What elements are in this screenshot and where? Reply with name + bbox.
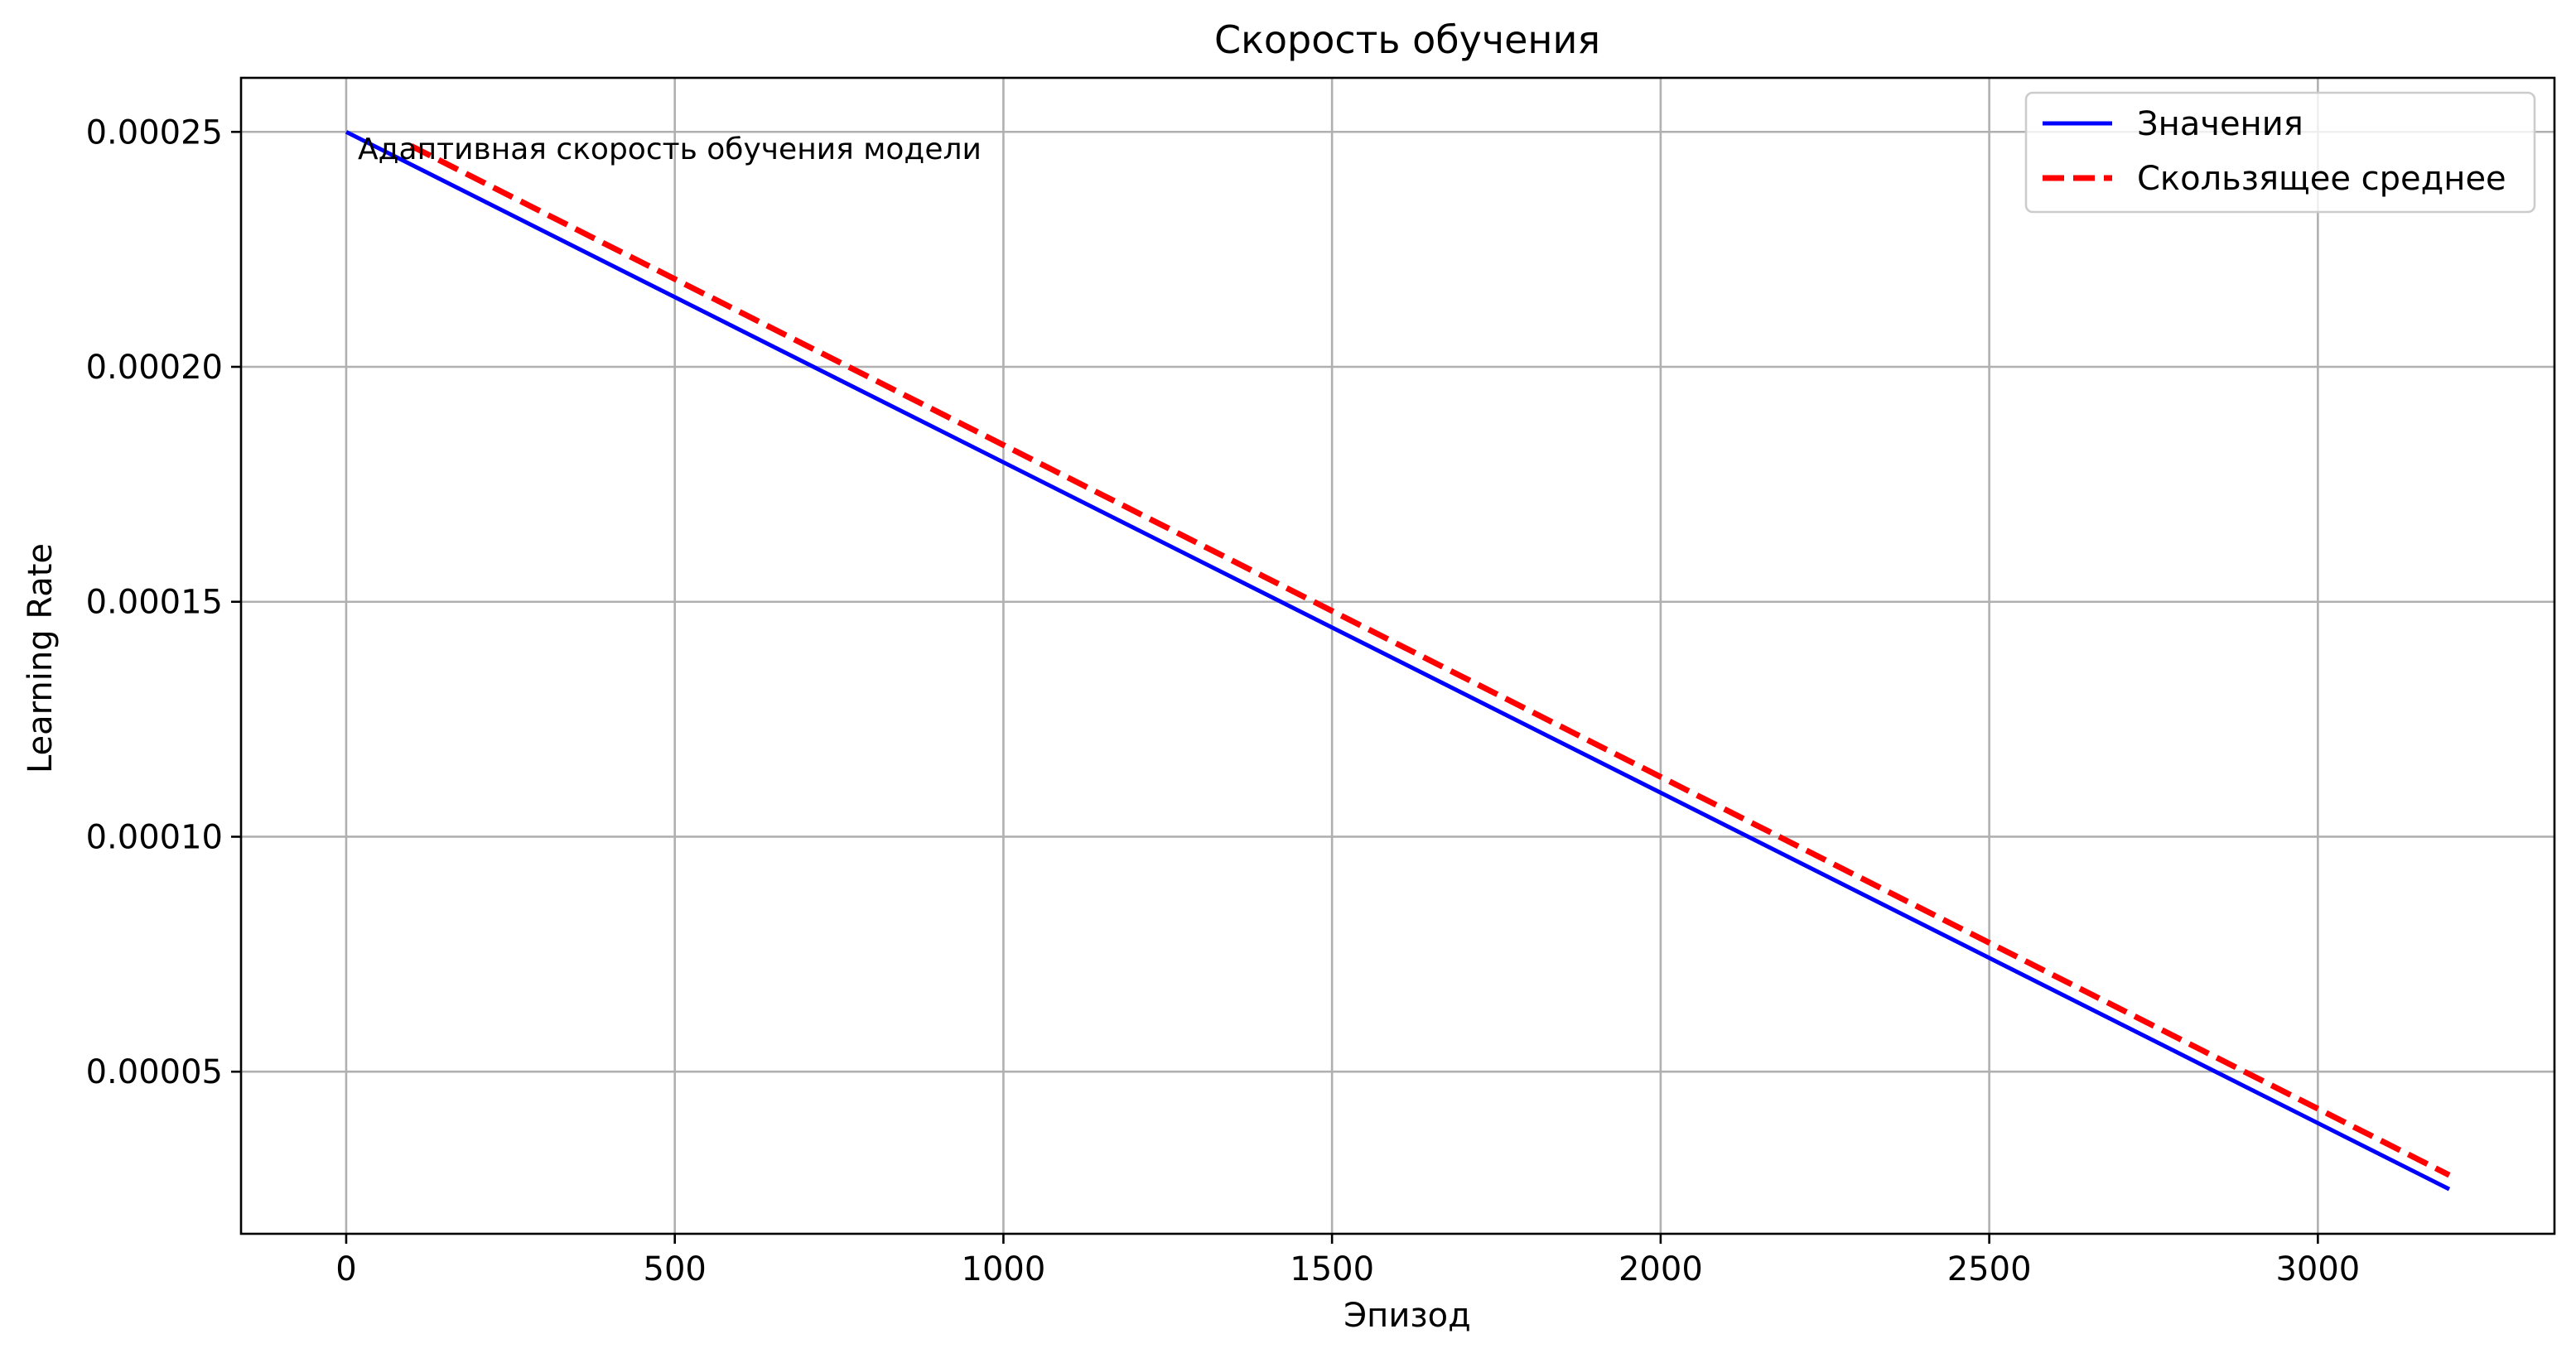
x-tick-label: 1500 [1290, 1250, 1374, 1288]
y-tick-label: 0.00025 [86, 113, 223, 152]
chart-title: Скорость обучения [1214, 17, 1600, 62]
x-tick-label: 2000 [1618, 1250, 1703, 1288]
x-tick-label: 1000 [962, 1250, 1046, 1288]
grid-lines [241, 78, 2554, 1234]
x-tick-label: 0 [335, 1250, 356, 1288]
x-axis-label: Эпизод [1343, 1297, 1470, 1335]
legend-label-values: Значения [2137, 105, 2303, 143]
x-tick-label: 2500 [1947, 1250, 2032, 1288]
series-layer [345, 130, 2451, 1192]
x-tick-label: 500 [644, 1250, 707, 1288]
plot-frame [239, 76, 2556, 1235]
y-axis-label: Learning Rate [22, 543, 60, 773]
y-axis-ticks: 0.00005 0.00010 0.00015 0.00020 0.00025 [86, 113, 241, 1091]
y-tick-label: 0.00020 [86, 349, 223, 387]
series-line-values [345, 130, 2451, 1192]
legend-label-moving-average: Скользящее среднее [2137, 160, 2506, 198]
y-tick-label: 0.00010 [86, 818, 223, 856]
series-line-moving-average [409, 143, 2451, 1178]
x-tick-label: 3000 [2275, 1250, 2360, 1288]
legend-box [2024, 91, 2536, 214]
y-tick-label: 0.00005 [86, 1053, 223, 1091]
x-axis-ticks: 0 500 1000 1500 2000 2500 3000 [335, 1234, 2360, 1288]
legend: Значения Скользящее среднее [2024, 91, 2536, 214]
y-tick-label: 0.00015 [86, 584, 223, 622]
chart-annotation: Адаптивная скорость обучения модели [358, 132, 982, 166]
